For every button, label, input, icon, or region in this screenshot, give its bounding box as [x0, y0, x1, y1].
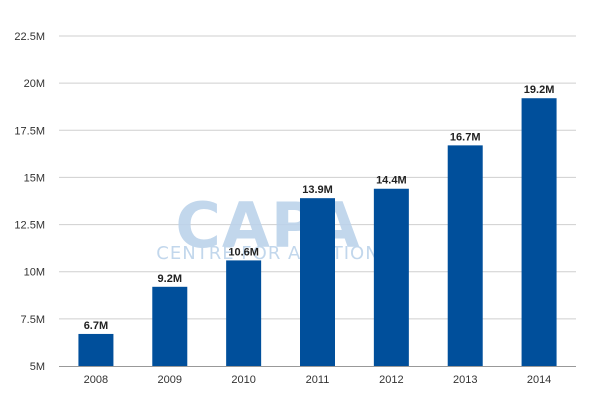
- bar-data-label: 16.7M: [450, 131, 481, 143]
- bar-data-label: 14.4M: [376, 175, 407, 187]
- capa-watermark-logo: CAPA CENTRE FOR AVIATION: [156, 189, 379, 264]
- y-tick-label: 17.5M: [14, 125, 45, 137]
- bar: [447, 145, 483, 366]
- y-axis-tick-labels: 5M 7.5M 10M 12.5M 15M 17.5M 20M 22.5M: [14, 31, 45, 373]
- bar-data-label: 19.2M: [524, 84, 555, 96]
- bar-data-label: 9.2M: [158, 273, 182, 285]
- bar-data-label: 10.6M: [228, 246, 259, 258]
- x-tick-label: 2013: [453, 374, 477, 386]
- bar: [300, 198, 335, 366]
- y-tick-label: 5M: [30, 361, 45, 373]
- y-tick-label: 7.5M: [21, 314, 45, 326]
- bars: [78, 98, 557, 366]
- y-tick-label: 15M: [24, 172, 45, 184]
- x-tick-label: 2011: [306, 374, 330, 386]
- x-tick-label: 2010: [231, 374, 255, 386]
- bar-data-labels: 6.7M 9.2M 10.6M 13.9M 14.4M 16.7M 19.2M: [84, 84, 555, 332]
- bar-data-label: 6.7M: [84, 320, 108, 332]
- x-tick-label: 2008: [84, 374, 108, 386]
- bar-data-label: 13.9M: [302, 184, 333, 196]
- bar: [78, 333, 114, 366]
- x-tick-label: 2012: [379, 374, 403, 386]
- x-tick-label: 2014: [527, 374, 551, 386]
- y-tick-label: 12.5M: [14, 220, 45, 232]
- bar: [152, 286, 188, 366]
- bar: [373, 188, 409, 366]
- bar: [226, 260, 262, 366]
- watermark-subtext: CENTRE FOR AVIATION: [156, 243, 379, 264]
- bar: [521, 98, 557, 366]
- y-tick-label: 20M: [24, 78, 45, 90]
- x-axis-tick-labels: 2008 2009 2010 2011 2012 2013 2014: [84, 374, 552, 386]
- y-tick-label: 10M: [24, 267, 45, 279]
- x-tick-label: 2009: [158, 374, 182, 386]
- y-tick-label: 22.5M: [14, 31, 45, 43]
